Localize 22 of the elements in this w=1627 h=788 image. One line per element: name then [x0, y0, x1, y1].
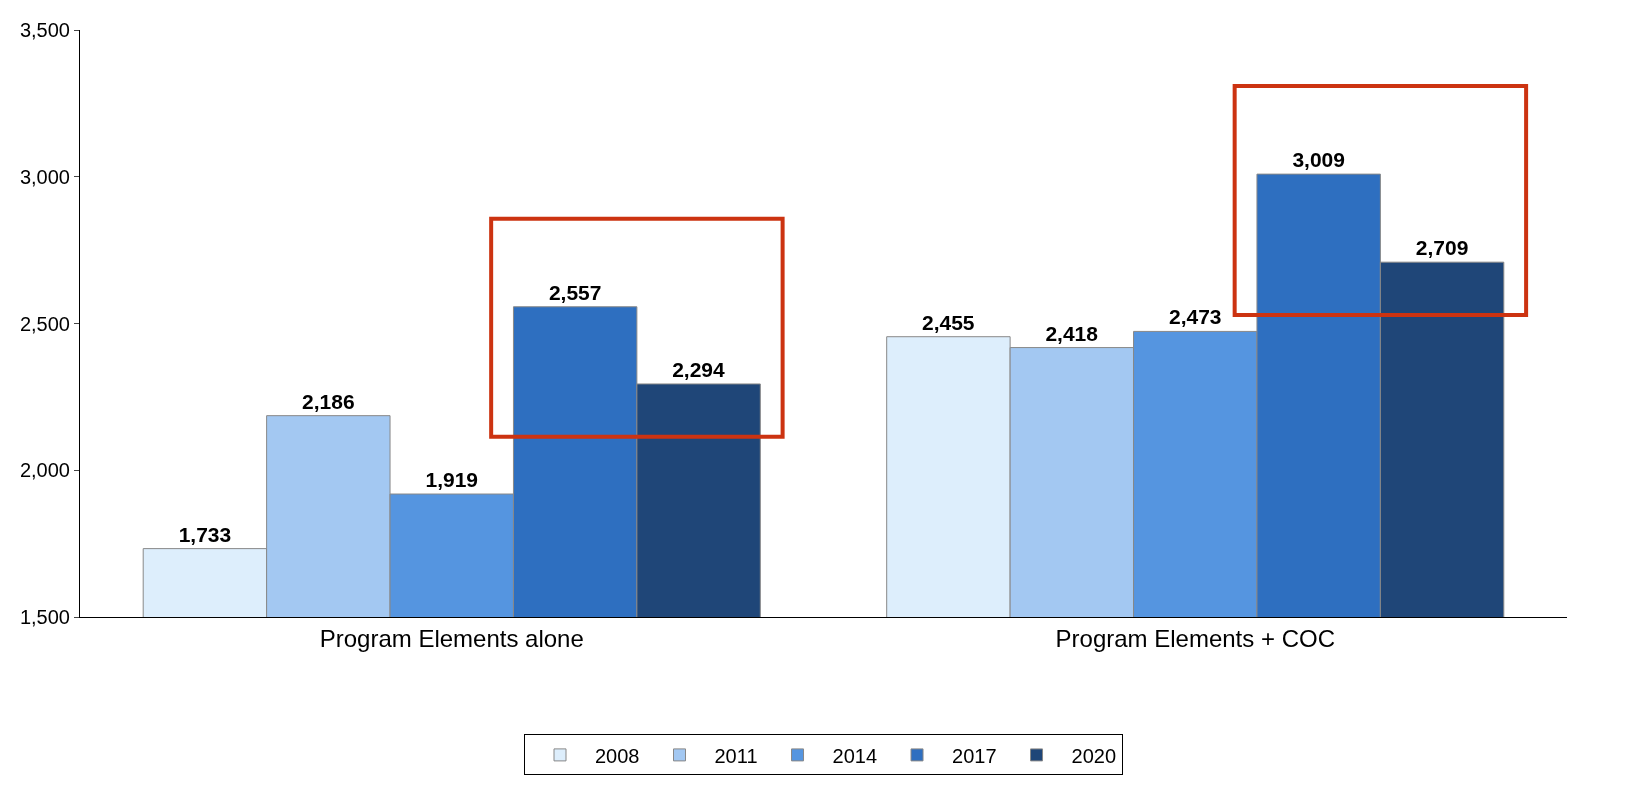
data-label: 1,733 — [178, 522, 232, 546]
y-tick-label: 2,500 — [19, 312, 70, 335]
y-tick-label: 3,500 — [19, 19, 70, 41]
y-tick-label: 3,000 — [19, 165, 70, 188]
legend-label: 2020 — [1071, 744, 1117, 767]
data-label: 2,186 — [302, 389, 355, 413]
data-label: 1,919 — [425, 468, 479, 492]
x-tick-label: Program Elements + COC — [1055, 624, 1335, 652]
legend-label: 2014 — [832, 744, 878, 767]
y-tick-label: 2,000 — [19, 459, 70, 482]
x-tick-label: Program Elements alone — [319, 624, 584, 652]
legend-label: 2008 — [595, 744, 640, 767]
legend-label: 2017 — [952, 744, 997, 767]
data-label: 2,294 — [672, 357, 726, 381]
data-label: 2,455 — [921, 310, 975, 334]
data-label: 2,473 — [1168, 305, 1222, 329]
data-label: 2,557 — [548, 280, 602, 304]
data-label: 3,009 — [1292, 148, 1345, 172]
legend-label: 2011 — [714, 744, 758, 767]
data-label: 2,418 — [1045, 321, 1099, 345]
data-label: 2,709 — [1415, 236, 1469, 260]
y-tick-label: 1,500 — [19, 606, 70, 628]
